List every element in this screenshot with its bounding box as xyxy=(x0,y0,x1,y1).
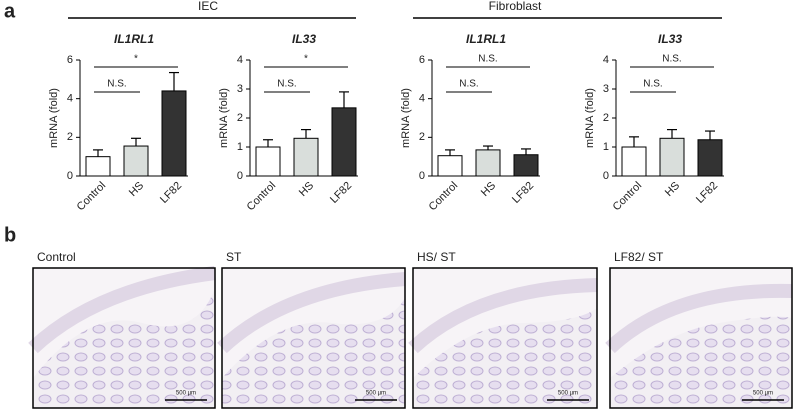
y-tick-label: 2 xyxy=(603,112,609,124)
bar xyxy=(697,139,723,177)
x-tick-label: Control xyxy=(611,180,645,214)
bar xyxy=(293,137,319,177)
significance-label: N.S. xyxy=(459,79,478,90)
scale-bar-label: 500 µm xyxy=(558,391,578,397)
micrograph-frame xyxy=(32,267,216,409)
tissue xyxy=(222,298,405,408)
significance-label: N.S. xyxy=(107,79,126,90)
scale-bar-label: 500 µm xyxy=(366,391,386,397)
image-label: LF82/ ST xyxy=(614,250,664,264)
y-axis-label: mRNA (fold) xyxy=(218,88,230,148)
y-tick-label: 4 xyxy=(237,54,243,66)
x-tick-label: LF82 xyxy=(510,180,536,206)
chart-title: IL33 xyxy=(658,32,682,46)
significance-label: * xyxy=(134,54,138,65)
y-tick-label: 1 xyxy=(237,141,243,153)
tissue xyxy=(33,288,215,408)
y-axis-label: mRNA (fold) xyxy=(48,88,60,148)
image-label: HS/ ST xyxy=(417,250,456,264)
y-axis-label: mRNA (fold) xyxy=(584,88,596,148)
significance-label: * xyxy=(304,54,308,65)
image-label: Control xyxy=(37,250,76,264)
y-tick-label: 0 xyxy=(603,170,609,182)
panel-label: b xyxy=(4,224,16,246)
panel-label: a xyxy=(4,0,16,22)
bar xyxy=(255,146,281,177)
micrograph-frame xyxy=(412,267,598,409)
y-tick-label: 3 xyxy=(603,83,609,95)
chart-title: IL1RL1 xyxy=(466,32,506,46)
y-tick-label: 3 xyxy=(237,83,243,95)
bar xyxy=(85,156,111,177)
y-tick-label: 0 xyxy=(419,170,425,182)
muscle-layer xyxy=(217,272,406,354)
bar xyxy=(437,155,463,177)
x-tick-label: HS xyxy=(127,180,146,199)
significance-label: N.S. xyxy=(643,79,662,90)
significance-label: N.S. xyxy=(277,79,296,90)
muscle-layer xyxy=(28,266,216,354)
y-tick-label: 4 xyxy=(603,54,609,66)
y-tick-label: 6 xyxy=(419,54,425,66)
muscle-layer xyxy=(408,278,598,354)
x-tick-label: LF82 xyxy=(158,180,184,206)
bar xyxy=(331,107,357,177)
x-tick-label: Control xyxy=(427,180,461,214)
bar xyxy=(621,146,647,177)
micrograph-frame xyxy=(609,267,793,409)
x-tick-label: HS xyxy=(479,180,498,199)
x-tick-label: HS xyxy=(297,180,316,199)
y-tick-label: 6 xyxy=(67,54,73,66)
significance-label: N.S. xyxy=(662,54,681,65)
y-tick-label: 0 xyxy=(237,170,243,182)
y-tick-label: 2 xyxy=(67,131,73,143)
y-tick-label: 0 xyxy=(67,170,73,182)
image-label: ST xyxy=(226,250,242,264)
bar xyxy=(475,149,501,177)
y-tick-label: 1 xyxy=(603,141,609,153)
y-tick-label: 2 xyxy=(237,112,243,124)
chart-title: IL1RL1 xyxy=(114,32,154,46)
x-tick-label: Control xyxy=(75,180,109,214)
bar xyxy=(123,145,149,177)
scale-bar-label: 500 µm xyxy=(176,391,196,397)
muscle-layer xyxy=(605,283,793,354)
x-tick-label: HS xyxy=(663,180,682,199)
bar xyxy=(659,137,685,177)
y-axis-label: mRNA (fold) xyxy=(400,88,412,148)
x-tick-label: LF82 xyxy=(694,180,720,206)
micrograph-frame xyxy=(221,267,406,409)
y-tick-label: 2 xyxy=(419,131,425,143)
tissue xyxy=(610,316,792,408)
x-tick-label: Control xyxy=(245,180,279,214)
bar xyxy=(513,154,539,177)
group-label: Fibroblast xyxy=(489,0,542,13)
scale-bar-label: 500 µm xyxy=(753,391,773,397)
group-label: IEC xyxy=(198,0,218,13)
bar xyxy=(161,90,187,177)
y-tick-label: 4 xyxy=(419,93,425,105)
y-tick-label: 4 xyxy=(67,93,73,105)
tissue xyxy=(413,308,597,408)
x-tick-label: LF82 xyxy=(328,180,354,206)
chart-title: IL33 xyxy=(292,32,316,46)
significance-label: N.S. xyxy=(478,54,497,65)
